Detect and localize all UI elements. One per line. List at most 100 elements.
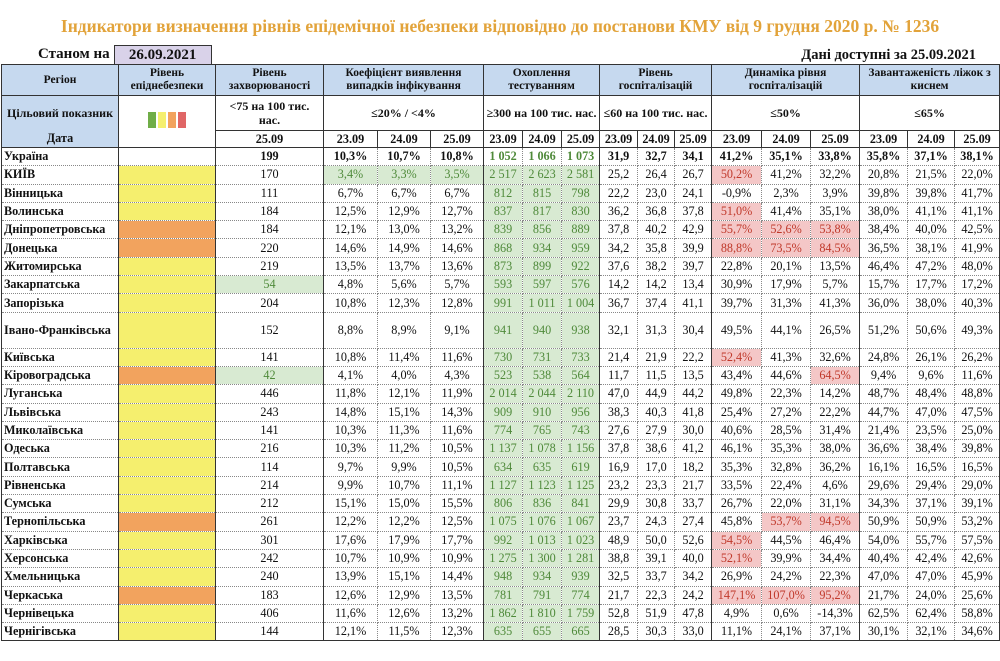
testing-cell: 934 <box>522 238 563 258</box>
hosp-cell: 38,6 <box>637 439 676 459</box>
epid-level-cell <box>118 165 216 185</box>
epid-level-cell <box>118 530 216 550</box>
testing-cell: 1 137 <box>483 439 524 459</box>
coef-cell: 13,5% <box>323 256 378 277</box>
table-row: Вінницька 111 6,7% 6,7% 6,7% 812 815 798 22,2 23,… <box>1 183 1000 203</box>
coef-cell: 11,6% <box>323 603 378 624</box>
dyn-cell: 53,7% <box>761 512 812 532</box>
region-name: Житомирська <box>1 256 119 277</box>
dyn-cell: 31,3% <box>761 293 812 313</box>
testing-cell: 1 810 <box>522 603 563 624</box>
beds-cell: 16,5% <box>907 457 956 477</box>
hosp-cell: 27,4 <box>674 512 713 532</box>
epid-level-cell <box>118 275 216 295</box>
hosp-cell: 34,2 <box>599 238 639 258</box>
beds-cell: 42,4% <box>907 548 956 569</box>
testing-cell: 774 <box>483 420 524 441</box>
beds-cell: 38,0% <box>907 293 956 313</box>
table-row: Сумська 212 15,1% 15,0% 15,5% 806 836 841 29,9 30… <box>1 494 1000 514</box>
date-header: 25.09 <box>810 130 861 148</box>
date-header: 23.09 <box>711 130 763 148</box>
epid-level-cell <box>118 311 216 349</box>
hosp-cell: 25,2 <box>599 165 639 185</box>
coef-cell: 12,1% <box>323 220 378 240</box>
target-coef: ≤20% / <4% <box>322 95 485 131</box>
hosp-cell: 36,2 <box>599 201 639 222</box>
hosp-cell: 37,8 <box>674 201 713 222</box>
coef-cell: 10,5% <box>429 457 485 477</box>
beds-cell: 50,6% <box>907 311 956 349</box>
coef-cell: 10,9% <box>377 548 431 569</box>
hosp-cell: 24,3 <box>637 512 676 532</box>
beds-cell: 62,4% <box>907 603 956 624</box>
testing-cell: 959 <box>561 238 601 258</box>
incidence-cell: 220 <box>215 238 324 258</box>
beds-cell: 39,1% <box>954 494 1000 514</box>
epid-level-cell <box>118 548 216 569</box>
coef-cell: 5,6% <box>377 275 431 295</box>
testing-cell: 948 <box>483 567 524 587</box>
hosp-cell: 17,0 <box>637 457 676 477</box>
table-row: Чернігівська 144 12,1% 11,5% 12,3% 635 655 665 2… <box>1 622 1000 642</box>
legend-swatch <box>158 112 166 128</box>
coef-cell: 12,5% <box>323 201 378 222</box>
hosp-cell: 40,3 <box>637 402 676 422</box>
dyn-cell: 35,3% <box>711 457 763 477</box>
region-name: Закарпатська <box>1 275 119 295</box>
beds-cell: 26,1% <box>907 347 956 367</box>
coef-cell: 8,9% <box>377 311 431 349</box>
testing-cell: 1 127 <box>483 475 524 496</box>
hosp-cell: 51,9 <box>637 603 676 624</box>
beds-cell: 34,3% <box>859 494 909 514</box>
region-name: Херсонська <box>1 548 119 569</box>
hosp-cell: 52,6 <box>674 530 713 550</box>
incidence-cell: 240 <box>215 567 324 587</box>
testing-cell: 1 023 <box>561 530 601 550</box>
dyn-cell: 30,9% <box>711 275 763 295</box>
beds-cell: 37,1% <box>907 146 956 167</box>
coef-cell: 14,8% <box>323 402 378 422</box>
hosp-cell: 33,7 <box>637 567 676 587</box>
coef-cell: 9,9% <box>323 475 378 496</box>
coef-cell: 9,9% <box>377 457 431 477</box>
region-name: Вінницька <box>1 183 119 203</box>
beds-cell: 21,5% <box>907 165 956 185</box>
beds-cell: 40,3% <box>954 293 1000 313</box>
epid-level-cell <box>118 220 216 240</box>
incidence-cell: 183 <box>215 585 324 605</box>
table-row: Дніпропетровська 184 12,1% 13,0% 13,2% 839 856… <box>1 220 1000 240</box>
beds-cell: 57,5% <box>954 530 1000 550</box>
legend-swatch <box>148 112 156 128</box>
beds-cell: 39,8% <box>954 439 1000 459</box>
page-title: Індикатори визначення рівнів епідемічної… <box>60 16 940 36</box>
coef-cell: 17,6% <box>323 530 378 550</box>
beds-cell: 35,8% <box>859 146 909 167</box>
incidence-cell: 144 <box>215 622 324 642</box>
dyn-cell: 35,1% <box>810 201 861 222</box>
hosp-cell: 32,7 <box>637 146 676 167</box>
date-header: 25.09 <box>429 130 485 148</box>
hosp-cell: 30,0 <box>674 420 713 441</box>
dyn-cell: 24,2% <box>761 567 812 587</box>
incidence-cell: 42 <box>215 365 324 386</box>
testing-cell: 868 <box>483 238 524 258</box>
coef-cell: 12,3% <box>429 622 485 642</box>
hosp-cell: 30,8 <box>637 494 676 514</box>
coef-cell: 12,8% <box>429 293 485 313</box>
testing-cell: 1 011 <box>522 293 563 313</box>
hosp-cell: 26,4 <box>637 165 676 185</box>
dyn-cell: -14,3% <box>810 603 861 624</box>
region-name: Волинська <box>1 201 119 222</box>
indicators-table: Регіон Рівень епіднебезпеки Рівень захво… <box>1 64 1000 642</box>
date-header: 24.09 <box>522 130 563 148</box>
beds-cell: 50,9% <box>907 512 956 532</box>
incidence-cell: 219 <box>215 256 324 277</box>
coef-cell: 13,0% <box>377 220 431 240</box>
beds-cell: 50,9% <box>859 512 909 532</box>
beds-cell: 40,0% <box>907 220 956 240</box>
testing-cell: 910 <box>522 402 563 422</box>
beds-cell: 21,7% <box>859 585 909 605</box>
target-incidence: <75 на 100 тис. нас. <box>215 95 324 131</box>
dyn-cell: 41,2% <box>711 146 763 167</box>
beds-cell: 40,4% <box>859 548 909 569</box>
